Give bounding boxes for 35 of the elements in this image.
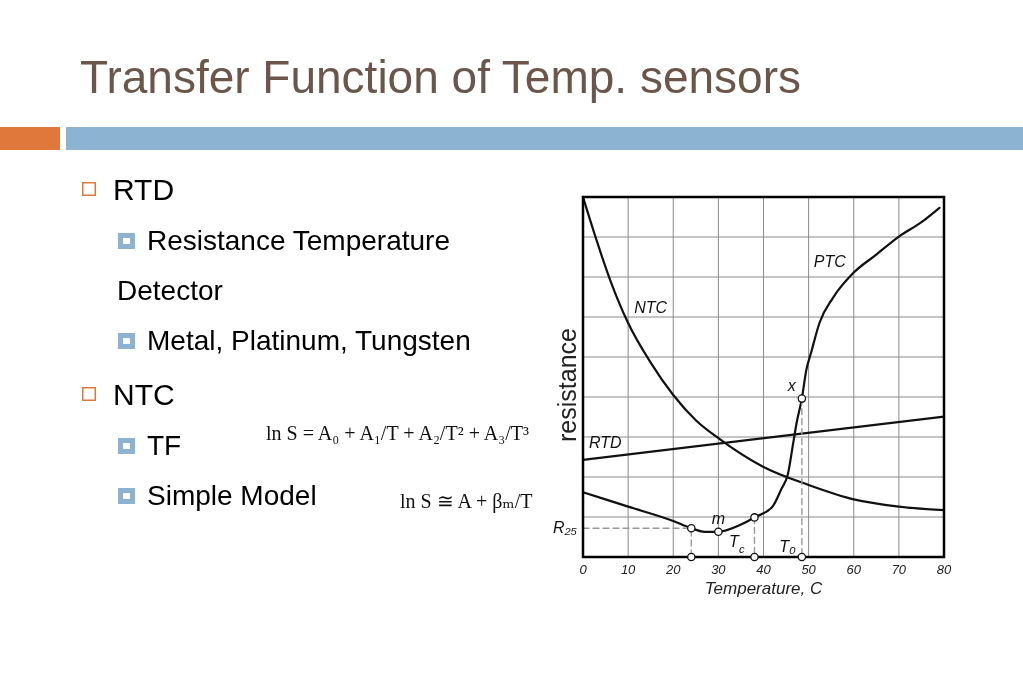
annotation: T$_{c}$ bbox=[729, 533, 745, 555]
x-tick-label: 40 bbox=[756, 562, 772, 577]
x-tick-label: 60 bbox=[846, 562, 862, 577]
series-label: PTC bbox=[813, 252, 847, 270]
x-tick-label: 80 bbox=[936, 562, 952, 577]
point bbox=[686, 552, 696, 562]
text: ln S ≅ A + βₘ/T bbox=[400, 490, 533, 513]
point bbox=[686, 523, 696, 533]
annotation: R₂₅ bbox=[552, 519, 578, 537]
point bbox=[750, 552, 759, 562]
text: Metal, Platinum, Tungsten bbox=[147, 325, 471, 356]
series-label: NTC bbox=[634, 299, 668, 316]
series-label: RTD bbox=[589, 433, 623, 451]
x-tick-label: 30 bbox=[711, 562, 727, 577]
text: RTD bbox=[113, 173, 175, 206]
point bbox=[750, 513, 759, 522]
text: Simple Model bbox=[147, 480, 317, 511]
point bbox=[714, 527, 723, 537]
x-axis-title: Temperature, C bbox=[704, 579, 823, 598]
point bbox=[797, 552, 807, 562]
y-axis-title: resistance bbox=[553, 328, 581, 442]
text: NTC bbox=[113, 378, 175, 411]
text: TF bbox=[147, 430, 182, 461]
text: Resistance Temperature Detector bbox=[117, 225, 450, 306]
x-tick-label: 20 bbox=[665, 562, 682, 577]
text: ln S = A₀ + A₁/T + A₂/T² + A₃/T³ bbox=[266, 422, 529, 444]
x-tick-label: 70 bbox=[891, 562, 907, 577]
point bbox=[797, 394, 807, 403]
x-tick-label: 0 bbox=[579, 562, 588, 577]
x-tick-label: 10 bbox=[620, 562, 637, 577]
annotation: T₀ bbox=[779, 538, 797, 555]
chart-title: Transfer Function of Temp. sensors bbox=[80, 51, 801, 103]
x-tick-label: 50 bbox=[801, 562, 817, 577]
annotation: x bbox=[786, 376, 797, 394]
annotation: m bbox=[711, 509, 726, 527]
